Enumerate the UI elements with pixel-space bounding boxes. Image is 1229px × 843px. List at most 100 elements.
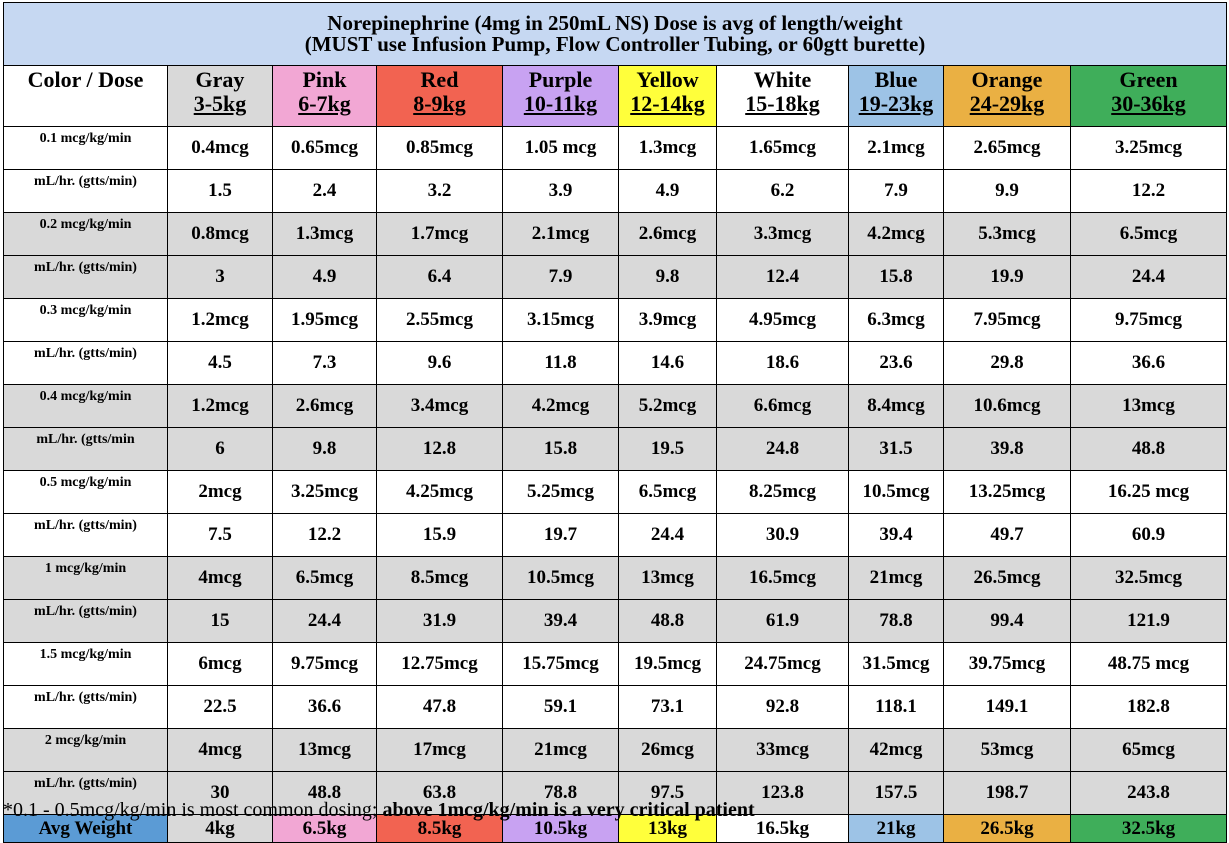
weight-range: 3-5kg xyxy=(193,91,247,116)
dose-table: Norepinephrine (4mg in 250mL NS) Dose is… xyxy=(3,2,1227,843)
table-cell: 7.9 xyxy=(848,169,944,213)
table-cell: 0.8mcg xyxy=(167,212,273,256)
table-cell: 65mcg xyxy=(1070,728,1227,772)
table-cell: 53mcg xyxy=(943,728,1071,772)
header-green: Green 30-36kg xyxy=(1070,65,1227,127)
table-cell: 2mcg xyxy=(167,470,273,514)
table-cell: 3.3mcg xyxy=(716,212,849,256)
table-cell: 3.4mcg xyxy=(376,384,503,428)
table-cell: 10.6mcg xyxy=(943,384,1071,428)
table-cell: 12.2 xyxy=(272,513,377,557)
table-cell: 2.6mcg xyxy=(618,212,717,256)
table-cell: 30.9 xyxy=(716,513,849,557)
table-cell: 2.55mcg xyxy=(376,298,503,342)
row-label: 0.2 mcg/kg/min xyxy=(3,212,168,256)
avg-weight-blue: 21kg xyxy=(848,814,944,843)
dosing-chart: Norepinephrine (4mg in 250mL NS) Dose is… xyxy=(3,2,1227,843)
table-cell: 23.6 xyxy=(848,341,944,385)
table-cell: 3.9 xyxy=(502,169,619,213)
table-cell: 10.5mcg xyxy=(502,556,619,600)
dose-row: 1.5 mcg/kg/min 6mcg 9.75mcg 12.75mcg 15.75mc… xyxy=(3,642,1227,686)
table-cell: 123.8 xyxy=(716,771,849,815)
table-cell: 12.8 xyxy=(376,427,503,471)
table-cell: 21mcg xyxy=(848,556,944,600)
row-label: mL/hr. (gtts/min) xyxy=(3,341,168,385)
table-cell: 4mcg xyxy=(167,556,273,600)
table-cell: 31.5 xyxy=(848,427,944,471)
row-label: mL/hr. (gtts/min) xyxy=(3,685,168,729)
table-cell: 1.3mcg xyxy=(618,126,717,170)
row-label: mL/hr. (gtts/min) xyxy=(3,771,168,815)
table-cell: 9.8 xyxy=(618,255,717,299)
table-cell: 12.2 xyxy=(1070,169,1227,213)
table-cell: 4.25mcg xyxy=(376,470,503,514)
row-label: mL/hr. (gtts/min xyxy=(3,427,168,471)
table-cell: 15.9 xyxy=(376,513,503,557)
table-cell: 1.5 xyxy=(167,169,273,213)
table-cell: 1.2mcg xyxy=(167,298,273,342)
table-cell: 3.15mcg xyxy=(502,298,619,342)
table-cell: 60.9 xyxy=(1070,513,1227,557)
weight-range: 24-29kg xyxy=(969,91,1045,116)
table-cell: 6.3mcg xyxy=(848,298,944,342)
table-cell: 182.8 xyxy=(1070,685,1227,729)
table-cell: 4.9 xyxy=(618,169,717,213)
table-cell: 33mcg xyxy=(716,728,849,772)
row-label: 0.4 mcg/kg/min xyxy=(3,384,168,428)
row-label: mL/hr. (gtts/min) xyxy=(3,255,168,299)
table-body: 0.1 mcg/kg/min 0.4mcg 0.65mcg 0.85mcg 1.05 m… xyxy=(3,126,1227,815)
color-name: Pink xyxy=(302,67,347,92)
table-cell: 2.6mcg xyxy=(272,384,377,428)
dose-row: 0.5 mcg/kg/min 2mcg 3.25mcg 4.25mcg 5.25mcg 6… xyxy=(3,470,1227,514)
table-cell: 13mcg xyxy=(272,728,377,772)
table-cell: 6.5mcg xyxy=(1070,212,1227,256)
table-cell: 8.25mcg xyxy=(716,470,849,514)
table-cell: 49.7 xyxy=(943,513,1071,557)
table-cell: 15.75mcg xyxy=(502,642,619,686)
table-cell: 0.4mcg xyxy=(167,126,273,170)
avg-weight-green: 32.5kg xyxy=(1070,814,1227,843)
table-cell: 9.75mcg xyxy=(272,642,377,686)
row-label: 2 mcg/kg/min xyxy=(3,728,168,772)
color-name: Blue xyxy=(874,67,918,92)
color-name: Gray xyxy=(195,67,245,92)
table-cell: 21mcg xyxy=(502,728,619,772)
table-cell: 1.05 mcg xyxy=(502,126,619,170)
row-label: 1.5 mcg/kg/min xyxy=(3,642,168,686)
table-cell: 17mcg xyxy=(376,728,503,772)
row-label: mL/hr. (gtts/min) xyxy=(3,513,168,557)
row-label: mL/hr. (gtts/min) xyxy=(3,599,168,643)
table-cell: 73.1 xyxy=(618,685,717,729)
table-cell: 7.95mcg xyxy=(943,298,1071,342)
table-cell: 149.1 xyxy=(943,685,1071,729)
table-cell: 4.2mcg xyxy=(502,384,619,428)
table-cell: 32.5mcg xyxy=(1070,556,1227,600)
table-cell: 6mcg xyxy=(167,642,273,686)
table-cell: 36.6 xyxy=(272,685,377,729)
color-name: Red xyxy=(420,67,459,92)
table-cell: 4mcg xyxy=(167,728,273,772)
header-pink: Pink 6-7kg xyxy=(272,65,377,127)
weight-range: 6-7kg xyxy=(298,91,351,116)
color-name: Yellow xyxy=(636,67,699,92)
table-cell: 47.8 xyxy=(376,685,503,729)
dose-row: 0.1 mcg/kg/min 0.4mcg 0.65mcg 0.85mcg 1.05 m… xyxy=(3,126,1227,170)
header-gray: Gray 3-5kg xyxy=(167,65,273,127)
dose-row: 2 mcg/kg/min 4mcg 13mcg 17mcg 21mcg 26mcg 33mc… xyxy=(3,728,1227,772)
table-cell: 26.5mcg xyxy=(943,556,1071,600)
table-cell: 39.4 xyxy=(502,599,619,643)
table-cell: 121.9 xyxy=(1070,599,1227,643)
header-color-dose: Color / Dose xyxy=(3,65,168,127)
table-cell: 16.5mcg xyxy=(716,556,849,600)
table-cell: 39.4 xyxy=(848,513,944,557)
header-yellow: Yellow 12-14kg xyxy=(618,65,717,127)
table-cell: 4.5 xyxy=(167,341,273,385)
dose-row: 0.2 mcg/kg/min 0.8mcg 1.3mcg 1.7mcg 2.1mcg 2.… xyxy=(3,212,1227,256)
table-cell: 19.7 xyxy=(502,513,619,557)
dose-row: 0.3 mcg/kg/min 1.2mcg 1.95mcg 2.55mcg 3.15mc… xyxy=(3,298,1227,342)
title-line-1: Norepinephrine (4mg in 250mL NS) Dose is… xyxy=(327,11,903,35)
table-cell: 15.8 xyxy=(848,255,944,299)
table-cell: 19.5 xyxy=(618,427,717,471)
table-cell: 24.4 xyxy=(272,599,377,643)
table-cell: 16.25 mcg xyxy=(1070,470,1227,514)
